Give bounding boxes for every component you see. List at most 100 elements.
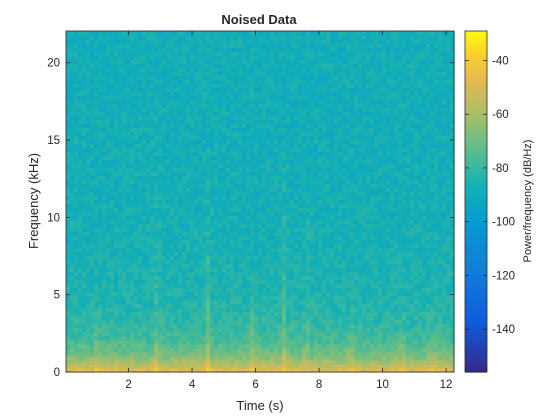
spectrogram-cell (82, 315, 87, 321)
spectrogram-cell (362, 199, 367, 205)
spectrogram-cell (78, 351, 83, 357)
spectrogram-cell (286, 311, 291, 317)
spectrogram-cell (306, 247, 311, 253)
spectrogram-cell (342, 287, 347, 293)
spectrogram-cell (390, 359, 395, 365)
spectrogram-cell (286, 283, 291, 289)
spectrogram-cell (302, 243, 307, 249)
spectrogram-cell (322, 171, 327, 177)
spectrogram-cell (326, 227, 331, 233)
spectrogram-cell (194, 203, 199, 209)
spectrogram-cell (122, 263, 127, 269)
spectrogram-cell (218, 315, 223, 321)
spectrogram-cell (438, 295, 443, 301)
spectrogram-cell (174, 335, 179, 341)
spectrogram-cell (290, 219, 295, 225)
spectrogram-cell (94, 255, 99, 261)
spectrogram-cell (262, 355, 267, 361)
spectrogram-cell (194, 307, 199, 313)
spectrogram-cell (142, 231, 147, 237)
spectrogram-cell (198, 267, 203, 273)
spectrogram-cell (294, 215, 299, 221)
spectrogram-cell (170, 283, 175, 289)
spectrogram-cell (378, 323, 383, 329)
spectrogram-cell (430, 279, 435, 285)
spectrogram-cell (378, 367, 383, 373)
spectrogram-cell (106, 295, 111, 301)
spectrogram-cell (346, 331, 351, 337)
spectrogram-cell (354, 199, 359, 205)
spectrogram-cell (238, 295, 243, 301)
spectrogram-cell (250, 335, 255, 341)
spectrogram-cell (306, 211, 311, 217)
spectrogram-cell (374, 231, 379, 237)
spectrogram-cell (354, 259, 359, 265)
spectrogram-cell (162, 335, 167, 341)
spectrogram-cell (166, 207, 171, 213)
spectrogram-cell (438, 227, 443, 233)
spectrogram-cell (270, 299, 275, 305)
spectrogram-cell (446, 299, 451, 305)
spectrogram-cell (130, 311, 135, 317)
spectrogram-cell (346, 211, 351, 217)
spectrogram-cell (154, 315, 159, 321)
spectrogram-cell (370, 359, 375, 365)
spectrogram-cell (278, 343, 283, 349)
spectrogram-cell (246, 243, 251, 249)
spectrogram-cell (106, 287, 111, 293)
spectrogram-cell (334, 311, 339, 317)
spectrogram-cell (438, 191, 443, 197)
spectrogram-cell (98, 299, 103, 305)
spectrogram-cell (242, 179, 247, 185)
spectrogram-cell (334, 351, 339, 357)
spectrogram-cell (214, 275, 219, 281)
spectrogram-cell (326, 251, 331, 257)
spectrogram-cell (138, 291, 143, 297)
spectrogram-cell (258, 239, 263, 245)
spectrogram-cell (382, 247, 387, 253)
spectrogram-cell (330, 335, 335, 341)
spectrogram-cell (446, 275, 451, 281)
spectrogram-cell (270, 295, 275, 301)
spectrogram-cell (142, 219, 147, 225)
spectrogram-cell (418, 279, 423, 285)
spectrogram-cell (90, 339, 95, 345)
spectrogram-cell (378, 219, 383, 225)
spectrogram-cell (350, 287, 355, 293)
spectrogram-cell (338, 215, 343, 221)
spectrogram-cell (298, 303, 303, 309)
spectrogram-cell (346, 223, 351, 229)
spectrogram-cell (334, 179, 339, 185)
spectrogram-cell (202, 275, 207, 281)
spectrogram-cell (190, 283, 195, 289)
spectrogram-cell (178, 311, 183, 317)
spectrogram-cell (250, 167, 255, 173)
spectrogram-cell (150, 203, 155, 209)
spectrogram-cell (94, 303, 99, 309)
spectrogram-cell (418, 183, 423, 189)
spectrogram-cell (82, 263, 87, 269)
spectrogram-cell (66, 239, 71, 245)
spectrogram-cell (354, 239, 359, 245)
spectrogram-cell (274, 283, 279, 289)
spectrogram-cell (138, 355, 143, 361)
spectrogram-cell (162, 307, 167, 313)
spectrogram-cell (122, 215, 127, 221)
spectrogram-cell (182, 303, 187, 309)
spectrogram-cell (286, 219, 291, 225)
spectrogram-cell (286, 171, 291, 177)
spectrogram-cell (306, 271, 311, 277)
spectrogram-cell (214, 347, 219, 353)
spectrogram-cell (126, 199, 131, 205)
spectrogram-cell (366, 283, 371, 289)
spectrogram-cell (258, 211, 263, 217)
spectrogram-cell (130, 243, 135, 249)
spectrogram-cell (130, 339, 135, 345)
spectrogram-cell (430, 303, 435, 309)
spectrogram-cell (194, 287, 199, 293)
spectrogram-cell (314, 299, 319, 305)
spectrogram-cell (158, 275, 163, 281)
spectrogram-cell (402, 359, 407, 365)
spectrogram-cell (294, 187, 299, 193)
spectrogram-cell (262, 311, 267, 317)
